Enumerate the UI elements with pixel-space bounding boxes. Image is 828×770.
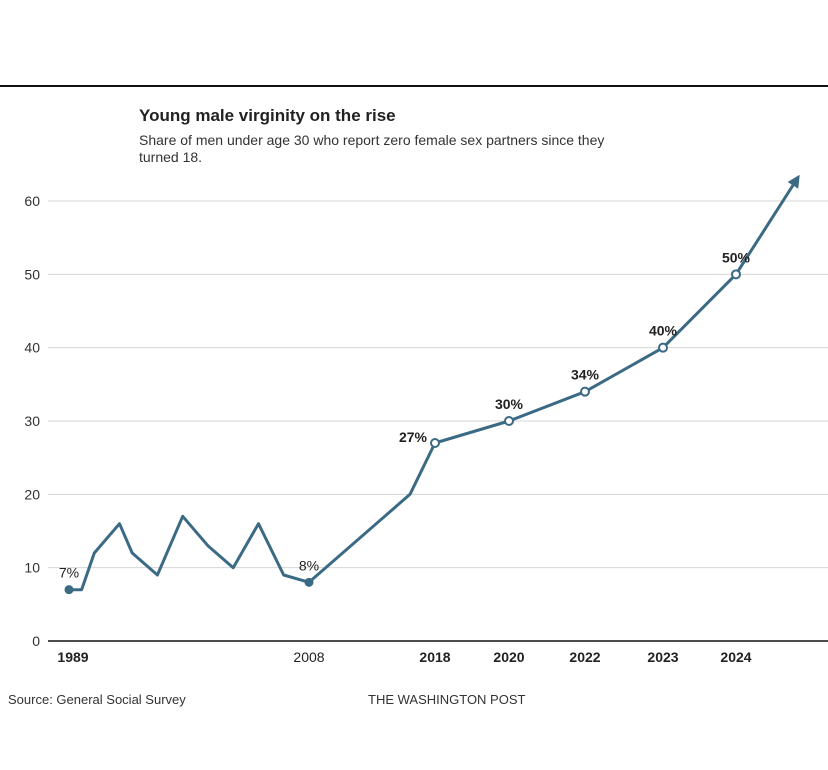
x-tick-label-1989: 1989: [57, 649, 88, 665]
x-tick-label-2023: 2023: [647, 649, 678, 665]
data-label-2020: 30%: [495, 396, 524, 412]
markers-layer: [64, 269, 741, 595]
series-layer: [67, 174, 800, 592]
y-axis: 0 10 20 30 40 50 60: [24, 193, 40, 649]
y-tick-label-40: 40: [24, 340, 40, 356]
chart-subtitle: Share of men under age 30 who report zer…: [139, 132, 605, 165]
x-tick-label-2020: 2020: [493, 649, 524, 665]
publisher-credit: THE WASHINGTON POST: [368, 692, 526, 707]
y-tick-label-50: 50: [24, 266, 40, 282]
x-tick-label-2018: 2018: [419, 649, 450, 665]
y-tick-label-60: 60: [24, 193, 40, 209]
y-tick-label-20: 20: [24, 486, 40, 502]
marker-2023: [658, 342, 668, 353]
x-tick-label-2008: 2008: [293, 649, 324, 665]
chart-title: Young male virginity on the rise: [139, 106, 396, 125]
gridlines: [48, 200, 828, 642]
x-tick-label-2022: 2022: [569, 649, 600, 665]
data-label-2018: 27%: [399, 429, 428, 445]
data-label-2023: 40%: [649, 323, 678, 339]
data-labels-layer: 7% 8% 27% 30% 34% 40% 50%: [59, 249, 751, 580]
marker-2024: [731, 269, 741, 280]
series-line: [67, 174, 800, 592]
marker-1989: [64, 585, 74, 595]
data-label-2008: 8%: [299, 557, 319, 573]
marker-2018: [430, 438, 440, 448]
x-tick-label-2024: 2024: [720, 649, 751, 665]
data-label-1989: 7%: [59, 565, 79, 581]
data-label-2022: 34%: [571, 367, 600, 383]
y-tick-label-0: 0: [32, 633, 40, 649]
y-tick-label-30: 30: [24, 413, 40, 429]
top-rule: [0, 85, 828, 87]
data-label-2024: 50%: [722, 249, 751, 265]
marker-2022: [580, 386, 590, 397]
x-axis: 1989 2008 2018 2020 2022 2023 2024: [57, 649, 751, 665]
marker-2020: [504, 416, 514, 426]
source-note: Source: General Social Survey: [8, 692, 186, 707]
line-chart: 0 10 20 30 40 50 60 1989 2008 2018 2020 2022 2023 20…: [24, 174, 828, 665]
marker-2008: [304, 577, 314, 587]
y-tick-label-10: 10: [24, 560, 40, 576]
